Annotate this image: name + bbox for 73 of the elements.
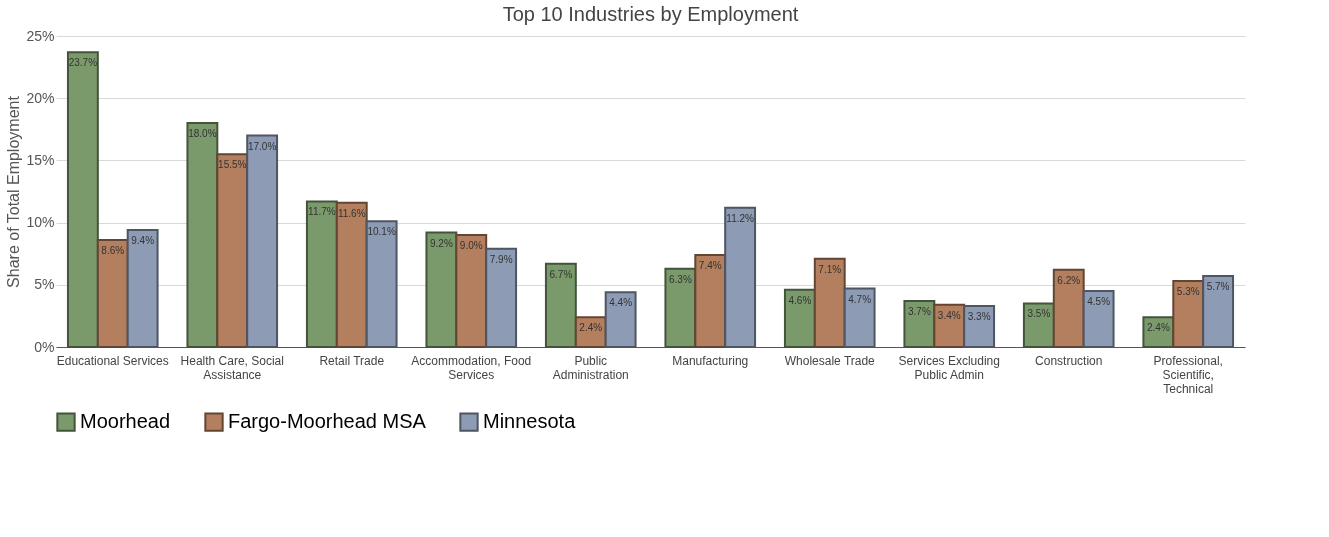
x-tick-label: Accommodation, Food Services [411,353,532,382]
data-label: 18.0% [188,128,217,140]
legend-label: Moorhead [80,410,171,433]
legend-label: Fargo-Moorhead MSA [228,410,427,433]
bar [604,291,637,348]
data-label: 9.4% [131,235,155,247]
y-axis-title: Share of Total Employment [5,95,23,288]
data-label: 7.1% [818,263,842,275]
data-label: 11.6% [337,207,366,219]
data-label: 6.7% [549,268,573,280]
bar [66,51,99,348]
data-label: 23.7% [68,57,98,69]
x-tick-label: Wholesale Trade [784,353,876,368]
y-tick-label: 10% [26,214,55,231]
bar [425,231,458,348]
y-tick-label: 20% [26,89,55,106]
data-label: 15.5% [218,159,247,171]
x-tick-label: Health Care, Social Assistance [180,353,284,382]
data-label: 5.3% [1176,286,1200,298]
x-tick-label: Retail Trade [319,353,385,368]
data-label: 8.6% [101,245,125,257]
data-label: 11.7% [308,206,336,218]
y-tick-label: 25% [26,27,55,44]
chart-title: Top 10 Industries by Employment [502,3,799,25]
bar [216,153,249,348]
data-label: 3.5% [1027,308,1051,320]
bar [335,201,368,348]
data-label: 11.2% [726,212,755,224]
y-tick-label: 0% [34,338,55,355]
x-tick-label: Public Administration [552,353,629,382]
bar [813,257,846,348]
data-label: 9.2% [429,237,453,249]
data-label: 17.0% [247,140,277,152]
x-tick-label: Professional, Scientific, Technical [1153,353,1223,396]
data-label: 4.6% [788,294,812,306]
bar [455,234,488,348]
bar [963,304,996,348]
data-label: 2.4% [1146,322,1170,334]
bar [724,206,757,348]
data-label: 5.7% [1206,281,1230,293]
data-label: 6.3% [668,273,692,285]
y-tick-label: 5% [34,276,55,293]
bar [1082,290,1115,348]
bar [485,247,518,348]
bar [843,287,876,348]
bar [126,229,159,348]
bar [694,253,727,348]
data-label: 3.4% [937,309,961,321]
data-label: 9.0% [459,240,483,252]
data-label: 4.7% [848,293,872,305]
data-label: 6.2% [1057,274,1081,286]
legend-label: Minnesota [483,410,577,433]
bar [1052,268,1085,348]
data-label: 3.3% [967,310,991,322]
bar [96,239,129,348]
x-tick-label: Construction [1035,353,1103,368]
bar [365,220,398,348]
data-label: 10.1% [367,226,396,238]
bar [1202,275,1235,348]
bar [305,200,338,348]
data-label: 3.7% [907,305,931,317]
y-tick-label: 15% [26,151,55,168]
x-tick-label: Services Excluding Public Admin [898,353,1000,382]
bar [186,122,219,348]
data-label: 4.5% [1087,296,1111,308]
x-tick-label: Educational Services [56,353,169,368]
x-tick-label: Manufacturing [672,353,749,368]
data-label: 2.4% [579,322,603,334]
bar [544,262,577,348]
bar [246,134,279,348]
data-label: 7.4% [698,259,722,271]
data-label: 7.9% [489,253,513,265]
data-label: 4.4% [609,297,633,309]
